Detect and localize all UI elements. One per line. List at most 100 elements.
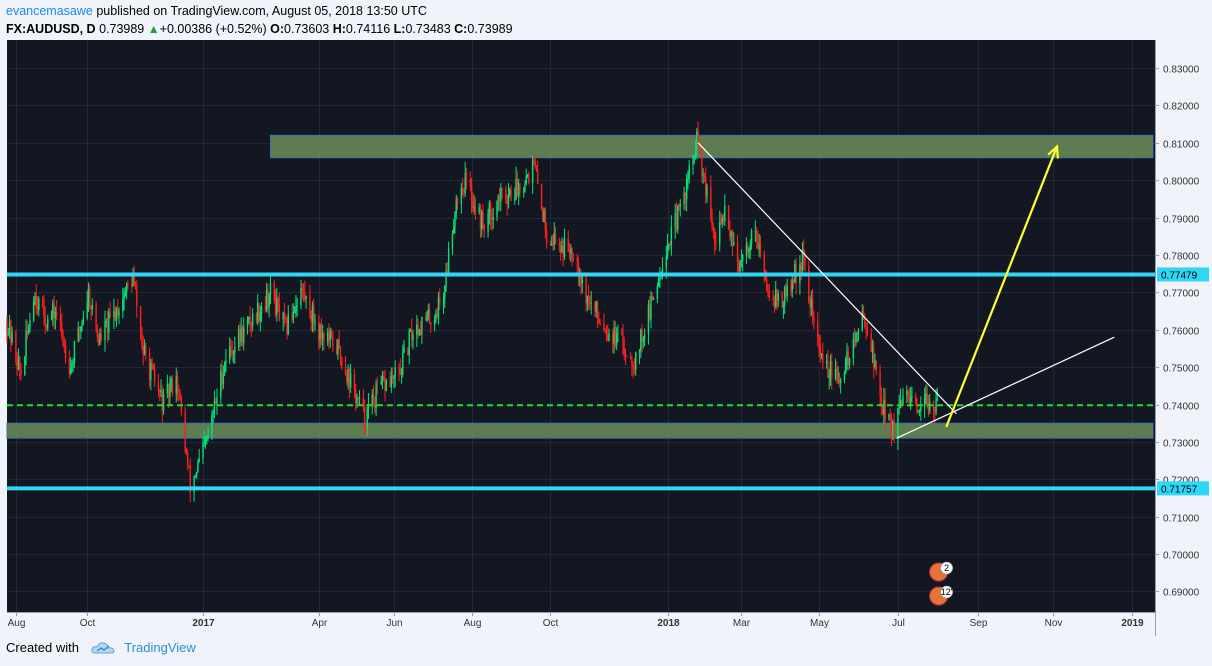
candle-body (684, 192, 687, 200)
candle-body (437, 297, 440, 318)
candle-body (27, 328, 30, 332)
candle-body (175, 376, 177, 394)
candle-body (16, 361, 18, 370)
candle-body (435, 312, 437, 320)
candle-body (613, 327, 615, 345)
candle-body (491, 218, 493, 220)
candle-body (211, 414, 213, 435)
chart-header: evancemasawe published on TradingView.co… (6, 3, 1206, 39)
price-chart[interactable]: 0.83000 0.82000 0.81000 0.80000 0.79000 0.780… (0, 40, 1212, 636)
candle-body (259, 312, 261, 321)
candle-body (433, 319, 436, 325)
candle-body (269, 282, 272, 295)
candle-body (464, 173, 466, 193)
candle-body (736, 241, 739, 263)
candle-body (800, 264, 802, 271)
up-arrow-icon: ▲ (147, 22, 160, 36)
candle-body (344, 366, 347, 375)
candle-body (554, 233, 557, 244)
candle-body (711, 219, 713, 228)
candle-body (501, 188, 503, 190)
candle-body (447, 248, 450, 273)
candle-body (553, 233, 555, 245)
candle-body (649, 304, 651, 320)
candle-body (741, 254, 744, 261)
candle-body (63, 343, 65, 345)
candle-body (393, 375, 395, 379)
candle-body (595, 301, 597, 312)
trendline (896, 336, 1115, 439)
author-link[interactable]: evancemasawe (6, 4, 93, 18)
symbol-label[interactable]: FX:AUDUSD, D (6, 22, 96, 36)
candle-body (768, 295, 771, 298)
candle-body (282, 312, 284, 320)
candle-body (883, 399, 885, 415)
price-label-text: 0.77479 (1161, 270, 1198, 281)
candle-body (622, 334, 624, 348)
candle-body (204, 440, 207, 443)
tradingview-brand-link[interactable]: TradingView (124, 640, 196, 655)
candle-body (785, 287, 787, 297)
candle-body (828, 375, 830, 378)
candle-body (786, 285, 788, 297)
candle-body (813, 317, 815, 322)
candle-body (216, 397, 218, 404)
candle-body (207, 434, 209, 439)
candle-body (38, 298, 40, 311)
candle-body (934, 411, 936, 413)
candle-body (296, 305, 298, 307)
candle-body (313, 305, 315, 324)
candle-body (489, 202, 492, 219)
candle-body (132, 273, 134, 287)
candle-body (772, 297, 774, 300)
high-value: 0.74116 (345, 22, 391, 36)
candle-body (702, 175, 704, 177)
candle-body (831, 361, 833, 380)
candle-body (740, 260, 743, 262)
candle-body (482, 211, 484, 225)
candle-body (456, 198, 459, 204)
candle-body (488, 202, 491, 214)
candle-body (694, 148, 697, 156)
candles-group (6, 121, 939, 503)
candle-body (241, 327, 244, 343)
candle-body (659, 274, 661, 279)
candle-body (817, 321, 819, 339)
candle-body (902, 395, 904, 405)
candle-body (371, 394, 373, 405)
candle-body (376, 383, 379, 385)
candle-body (162, 393, 165, 411)
price-tick-label: 0.72000 (1163, 476, 1200, 487)
candle-body (341, 357, 343, 367)
price-tick-label: 0.75000 (1163, 364, 1200, 375)
candle-body (804, 259, 806, 266)
candle-body (623, 347, 625, 355)
candle-body (91, 305, 93, 310)
candle-body (915, 395, 917, 403)
candle-body (577, 261, 580, 279)
candle-body (445, 270, 447, 287)
time-tick-label: Mar (733, 618, 751, 629)
candle-body (139, 306, 142, 333)
candle-body (487, 213, 489, 233)
time-tick-label: Oct (80, 618, 96, 629)
candle-body (365, 426, 367, 428)
candle-body (852, 339, 855, 359)
candle-body (927, 406, 930, 412)
candle-body (363, 406, 366, 427)
candle-body (239, 329, 241, 342)
candle-body (283, 312, 286, 318)
candle-body (97, 337, 100, 346)
candle-body (304, 292, 306, 300)
candle-body (730, 231, 732, 237)
supply-demand-zone (269, 134, 1154, 159)
candle-body (624, 354, 627, 356)
candle-body (87, 288, 90, 303)
candle-body (551, 243, 553, 246)
candle-body (669, 243, 671, 246)
candle-body (367, 404, 370, 409)
candle-body (255, 313, 258, 322)
candle-body (909, 398, 912, 406)
candle-body (543, 210, 545, 222)
candle-body (857, 329, 860, 334)
